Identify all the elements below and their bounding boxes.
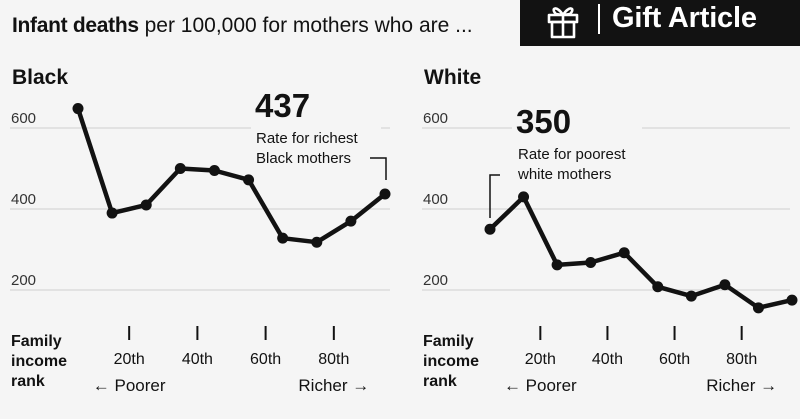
white-data-point <box>719 279 731 291</box>
gift-article-button[interactable]: Gift Article <box>520 0 800 46</box>
black-y-tick-label: 400 <box>11 191 36 208</box>
white-data-point <box>752 302 764 314</box>
white-x-tick-label: 20th <box>525 351 556 368</box>
black-data-point <box>140 199 152 211</box>
black-y-tick-label: 200 <box>11 272 36 289</box>
white-data-point <box>786 294 798 306</box>
black-richer-label: Richer → <box>298 376 369 395</box>
white-y-tick-label: 200 <box>423 272 448 289</box>
black-data-point <box>106 207 118 219</box>
black-income-axis-title: rank <box>11 373 45 390</box>
black-data-point <box>243 174 255 186</box>
black-x-tick-label: 60th <box>250 351 281 368</box>
white-data-point <box>685 290 697 302</box>
white-data-point <box>585 256 597 268</box>
white-income-axis-title: Family <box>423 333 474 350</box>
white-y-tick-label: 400 <box>423 191 448 208</box>
headline: Infant deaths per 100,000 for mothers wh… <box>12 14 473 38</box>
black-panel-title: Black <box>12 66 68 89</box>
gift-icon <box>544 1 582 44</box>
white-y-tick-label: 600 <box>423 110 448 127</box>
white-x-tick-label: 40th <box>592 351 623 368</box>
black-series-line <box>75 106 388 245</box>
black-income-axis-title: income <box>11 353 67 370</box>
black-data-point <box>277 232 289 244</box>
black-poorer-label: ← Poorer <box>93 376 166 395</box>
black-annotation-leader <box>370 157 387 180</box>
black-y-tick-label: 600 <box>11 110 36 127</box>
headline-rest: per 100,000 for mothers who are ... <box>144 14 473 37</box>
black-data-point <box>174 163 186 174</box>
black-data-point <box>208 165 220 177</box>
white-annotation-line-2: white mothers <box>517 166 611 183</box>
white-richer-label: Richer → <box>706 376 777 395</box>
white-data-point <box>518 191 530 203</box>
headline-bold: Infant deaths <box>12 14 139 37</box>
black-annotation-line-1: Rate for richest <box>256 130 359 147</box>
black-x-tick-label: 20th <box>114 351 145 368</box>
black-annotation-value: 437 <box>255 87 310 124</box>
white-x-tick-label: 60th <box>659 351 690 368</box>
black-data-point <box>379 188 391 200</box>
black-data-point <box>311 236 323 248</box>
white-series-line <box>487 194 795 311</box>
white-annotation-value: 350 <box>516 103 571 140</box>
black-x-tick-label: 40th <box>182 351 213 368</box>
gift-divider <box>598 4 600 34</box>
white-annotation-line-1: Rate for poorest <box>518 146 626 163</box>
white-income-axis-title: income <box>423 353 479 370</box>
black-annotation-backdrop <box>251 87 381 163</box>
white-annotation-leader <box>489 174 500 218</box>
white-income-axis-title: rank <box>423 373 457 390</box>
black-x-tick-label: 80th <box>318 351 349 368</box>
black-data-point <box>72 103 84 115</box>
white-data-point <box>484 223 496 235</box>
black-annotation-line-2: Black mothers <box>256 150 351 167</box>
gift-article-label: Gift Article <box>612 2 757 34</box>
black-income-axis-title: Family <box>11 333 62 350</box>
white-data-point <box>618 247 630 259</box>
white-panel-title: White <box>424 66 481 89</box>
white-poorer-label: ← Poorer <box>504 376 577 395</box>
white-data-point <box>652 281 664 293</box>
white-annotation-backdrop <box>512 103 642 179</box>
black-data-point <box>345 215 357 227</box>
white-x-tick-label: 80th <box>726 351 757 368</box>
white-data-point <box>551 259 563 271</box>
